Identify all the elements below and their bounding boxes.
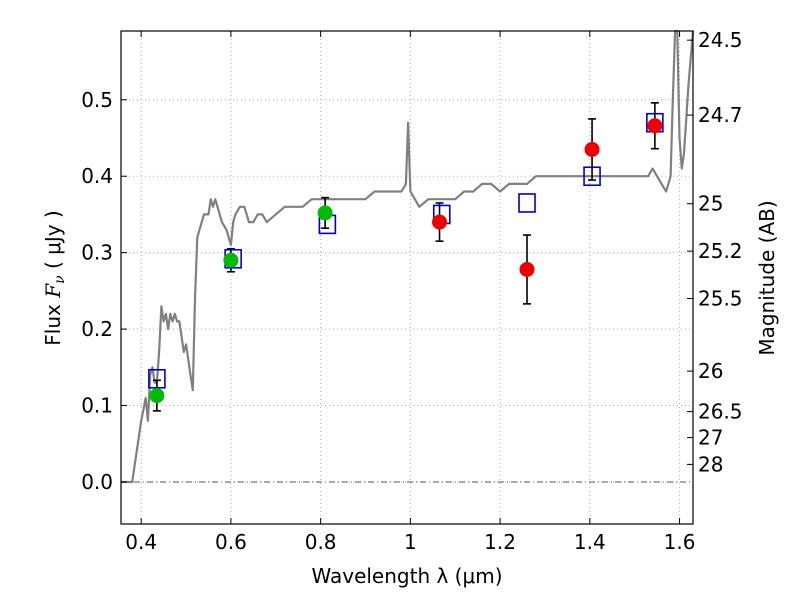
y-axis-title-subscript: ν (52, 275, 68, 284)
y-tick-label: 0.1 (81, 394, 113, 418)
y-axis-title-prefix: Flux (41, 298, 65, 346)
magnitude-tick-label: 24.7 (698, 103, 743, 127)
y-tick-label: 0.5 (81, 88, 113, 112)
model-spectrum-layer (121, 29, 695, 484)
band-box-marker (518, 193, 536, 213)
y-axis-title-symbol: F (41, 283, 65, 299)
magnitude-tick-label: 25 (698, 192, 723, 216)
green-data-point (223, 252, 239, 268)
x-axis-title: Wavelength λ (μm) (311, 564, 502, 588)
grid-layer (121, 31, 693, 524)
red-data-point (432, 214, 448, 230)
x-tick-label: 0.4 (125, 530, 157, 554)
magnitude-tick-label: 26.5 (698, 400, 743, 424)
magnitude-tick-label: 25.2 (698, 239, 743, 263)
model-spectrum-line (121, 29, 695, 484)
red-data-point (519, 261, 535, 277)
y-axis-title: Flux Fν ( μJy ) (41, 210, 68, 345)
x-tick-label: 1.2 (484, 530, 516, 554)
x-tick-label: 0.6 (215, 530, 247, 554)
red-data-point (584, 141, 600, 157)
y-tick-label: 0.2 (81, 317, 113, 341)
tick-layer (121, 31, 693, 524)
magnitude-tick-label: 27 (698, 426, 723, 450)
y-axis-title-units: ( μJy ) (41, 210, 65, 275)
x-tick-label: 1 (404, 530, 417, 554)
magnitude-tick-label: 24.5 (698, 28, 743, 52)
point-layer (149, 118, 663, 404)
y-tick-label: 0.3 (81, 241, 113, 265)
magnitude-tick-label: 28 (698, 452, 723, 476)
y-tick-label: 0.0 (81, 470, 113, 494)
band-box-marker (583, 166, 601, 187)
x-tick-label: 1.6 (664, 530, 696, 554)
right-axis-title: Magnitude (AB) (755, 200, 779, 355)
plot-frame (120, 30, 694, 525)
x-tick-label: 0.8 (305, 530, 337, 554)
red-data-point (647, 118, 663, 134)
y-tick-label: 0.4 (81, 164, 113, 188)
green-data-point (149, 388, 165, 404)
magnitude-tick-label: 25.5 (698, 287, 743, 311)
x-tick-label: 1.4 (574, 530, 606, 554)
tick-label-layer: 0.4 0.6 0.8 1 1.2 1.4 1.6 0.0 0.1 0.2 0.3 0.4 0.5 24.… (81, 28, 742, 554)
green-data-point (317, 205, 333, 221)
magnitude-tick-label: 26 (698, 359, 723, 383)
band-box-marker (148, 368, 166, 389)
